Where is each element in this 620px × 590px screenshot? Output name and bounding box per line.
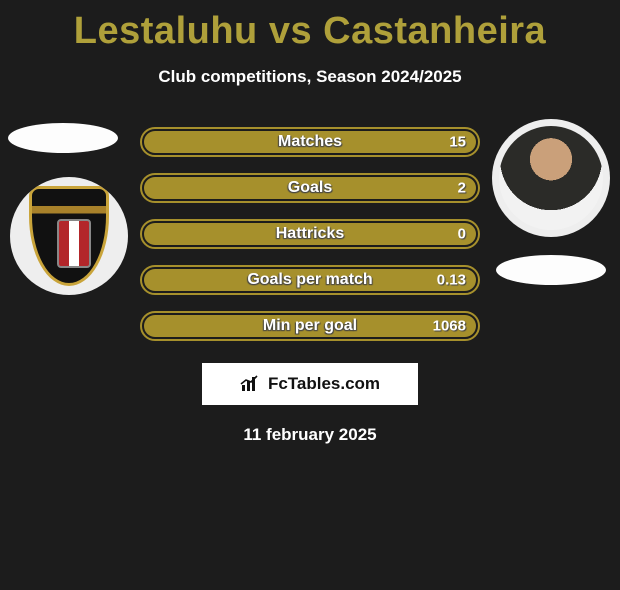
right-player-photo xyxy=(492,119,610,237)
castanheira-photo-icon xyxy=(499,126,603,230)
stat-label: Min per goal xyxy=(263,317,357,335)
stat-value-right: 0.13 xyxy=(437,272,466,289)
left-player-column xyxy=(8,127,128,327)
stat-value-right: 15 xyxy=(449,134,466,151)
brand-text: FcTables.com xyxy=(268,374,380,394)
page-title: Lestaluhu vs Castanheira xyxy=(0,10,620,53)
stat-bar-min-per-goal: Min per goal 1068 xyxy=(140,311,480,341)
stat-label: Goals per match xyxy=(247,271,372,289)
stats-container: Matches 15 Goals 2 Hattricks 0 Goals per… xyxy=(0,127,620,341)
stat-label: Hattricks xyxy=(276,225,344,243)
stat-label: Goals xyxy=(288,179,332,197)
right-player-column xyxy=(492,127,612,327)
stat-value-right: 1068 xyxy=(433,318,466,335)
stat-bar-goals-per-match: Goals per match 0.13 xyxy=(140,265,480,295)
stat-value-right: 0 xyxy=(458,226,466,243)
stat-bar-goals: Goals 2 xyxy=(140,173,480,203)
bar-chart-icon xyxy=(240,375,262,393)
subtitle: Club competitions, Season 2024/2025 xyxy=(0,67,620,87)
left-player-placeholder xyxy=(8,123,118,153)
stat-label: Matches xyxy=(278,133,342,151)
right-player-placeholder xyxy=(496,255,606,285)
stat-value-right: 2 xyxy=(458,180,466,197)
stat-bars: Matches 15 Goals 2 Hattricks 0 Goals per… xyxy=(140,127,480,341)
date-label: 11 february 2025 xyxy=(0,425,620,445)
stat-bar-matches: Matches 15 xyxy=(140,127,480,157)
stat-bar-hattricks: Hattricks 0 xyxy=(140,219,480,249)
brand-box: FcTables.com xyxy=(202,363,418,405)
bali-united-shield-icon xyxy=(29,186,109,286)
left-club-badge xyxy=(10,177,128,295)
